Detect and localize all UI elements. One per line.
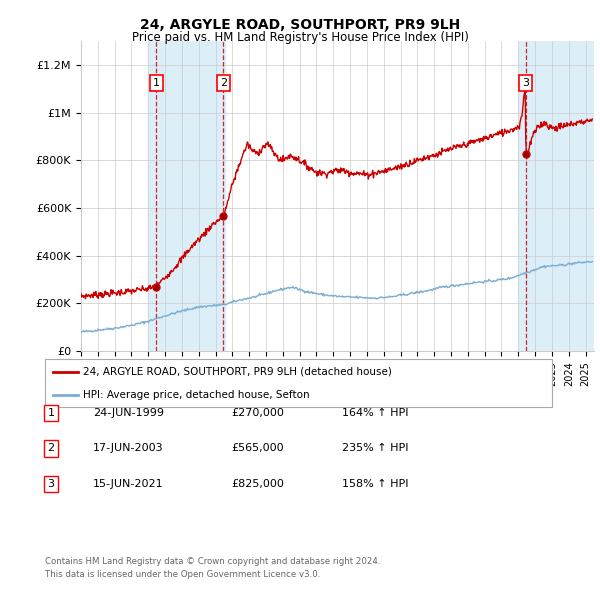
Text: HPI: Average price, detached house, Sefton: HPI: Average price, detached house, Seft… [83, 390, 310, 400]
Text: £270,000: £270,000 [231, 408, 284, 418]
Text: 164% ↑ HPI: 164% ↑ HPI [342, 408, 409, 418]
Text: 24-JUN-1999: 24-JUN-1999 [93, 408, 164, 418]
Text: 2: 2 [47, 444, 55, 453]
Text: 17-JUN-2003: 17-JUN-2003 [93, 444, 164, 453]
Text: 1: 1 [47, 408, 55, 418]
Text: 235% ↑ HPI: 235% ↑ HPI [342, 444, 409, 453]
Bar [518, 41, 594, 351]
Text: 158% ↑ HPI: 158% ↑ HPI [342, 479, 409, 489]
Text: 15-JUN-2021: 15-JUN-2021 [93, 479, 164, 489]
Text: 24, ARGYLE ROAD, SOUTHPORT, PR9 9LH: 24, ARGYLE ROAD, SOUTHPORT, PR9 9LH [140, 18, 460, 32]
Text: 24, ARGYLE ROAD, SOUTHPORT, PR9 9LH (detached house): 24, ARGYLE ROAD, SOUTHPORT, PR9 9LH (det… [83, 367, 392, 377]
Text: 3: 3 [523, 78, 529, 88]
Text: This data is licensed under the Open Government Licence v3.0.: This data is licensed under the Open Gov… [45, 571, 320, 579]
Bar [148, 41, 225, 351]
Text: Contains HM Land Registry data © Crown copyright and database right 2024.: Contains HM Land Registry data © Crown c… [45, 558, 380, 566]
Text: 3: 3 [47, 479, 55, 489]
Text: £565,000: £565,000 [231, 444, 284, 453]
Text: 1: 1 [152, 78, 160, 88]
Text: £825,000: £825,000 [231, 479, 284, 489]
Text: Price paid vs. HM Land Registry's House Price Index (HPI): Price paid vs. HM Land Registry's House … [131, 31, 469, 44]
Text: 2: 2 [220, 78, 227, 88]
